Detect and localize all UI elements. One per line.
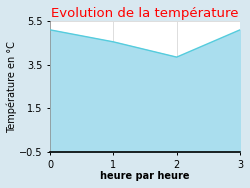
X-axis label: heure par heure: heure par heure [100,171,190,181]
Y-axis label: Température en °C: Température en °C [7,41,18,133]
Title: Evolution de la température: Evolution de la température [51,7,239,20]
